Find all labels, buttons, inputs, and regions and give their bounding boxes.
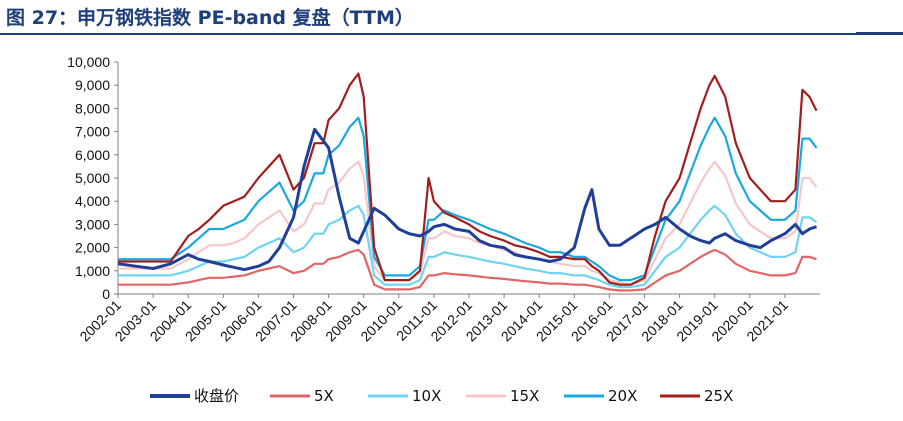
legend-label: 5X — [314, 387, 334, 405]
title-divider-accent — [856, 32, 903, 35]
y-tick-label: 4,000 — [75, 193, 110, 209]
series-line-20x — [118, 116, 818, 282]
y-tick-label: 3,000 — [75, 216, 110, 232]
y-tick-label: 6,000 — [75, 147, 110, 163]
legend-label: 10X — [412, 387, 441, 405]
title-divider — [0, 33, 903, 35]
series-line-25x — [118, 72, 818, 286]
y-tick-label: 1,000 — [75, 263, 110, 279]
series-line-15x — [118, 160, 818, 286]
y-tick-label: 8,000 — [75, 100, 110, 116]
series-line-5x — [118, 248, 817, 292]
chart-legend: 收盘价 5X 10X 15X 20X 25X — [150, 387, 733, 405]
legend-label: 收盘价 — [194, 387, 239, 405]
series-line-10x — [118, 204, 818, 289]
legend-label: 25X — [704, 387, 733, 405]
legend-label: 15X — [510, 387, 539, 405]
y-tick-label: 2,000 — [75, 240, 110, 256]
chart-series — [117, 72, 818, 292]
y-tick-label: 0 — [102, 286, 110, 302]
figure-title: 图 27：申万钢铁指数 PE-band 复盘（TTM） — [6, 7, 414, 29]
legend-label: 20X — [608, 387, 637, 405]
chart-axes: 0 1,000 2,000 3,000 4,000 5,000 6,000 7,000 8,00… — [67, 54, 820, 344]
y-tick-label: 10,000 — [67, 54, 110, 70]
y-tick-label: 9,000 — [75, 77, 110, 93]
y-tick-label: 7,000 — [75, 124, 110, 140]
series-line-close — [117, 127, 817, 272]
y-tick-label: 5,000 — [75, 170, 110, 186]
